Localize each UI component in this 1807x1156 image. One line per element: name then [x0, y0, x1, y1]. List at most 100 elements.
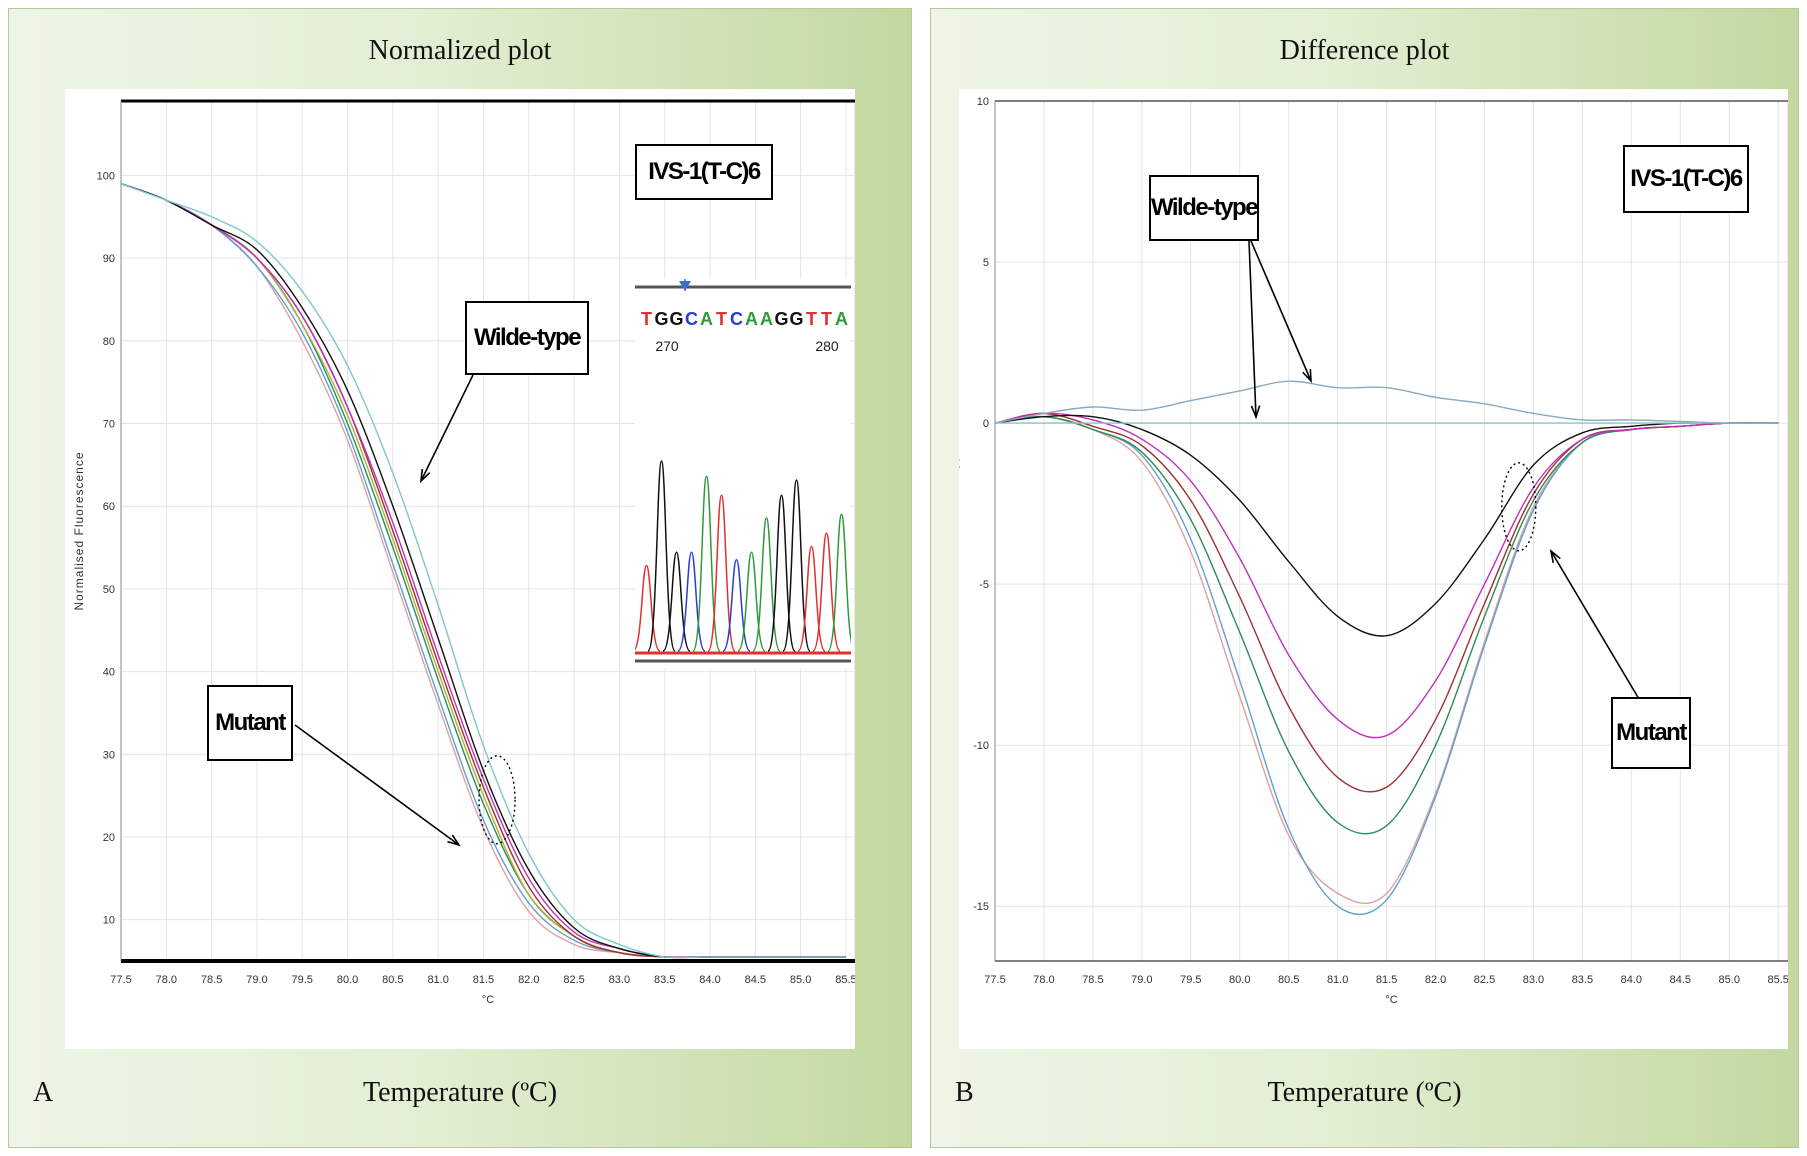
y-tick-label: -15	[973, 901, 989, 913]
trace-peak	[635, 564, 661, 652]
x-tick-label: 83.5	[654, 974, 675, 986]
sequence-base: G	[774, 309, 788, 329]
wild-type-arrow-2-head	[1302, 368, 1312, 384]
x-tick-label: 79.5	[292, 974, 313, 986]
wild-type-label: Wilde-type	[465, 301, 589, 375]
x-axis-unit: °C	[1385, 994, 1397, 1006]
x-tick-label: 78.0	[156, 974, 177, 986]
x-tick-label: 81.0	[427, 974, 448, 986]
x-tick-label: 80.0	[1229, 974, 1250, 986]
mutant-label: Mutant	[207, 685, 293, 761]
x-tick-label: 83.0	[1523, 974, 1544, 986]
sequence-position: 280	[815, 338, 839, 354]
sequence-base: C	[685, 309, 698, 329]
x-tick-label: 78.5	[201, 974, 222, 986]
panel-letter: A	[33, 1077, 54, 1108]
series-line	[994, 414, 1779, 637]
y-axis-title: Normalised minus Wildtype	[959, 446, 960, 616]
x-tick-label: 83.0	[609, 974, 630, 986]
sequence-position: 270	[655, 338, 679, 354]
x-tick-label: 81.0	[1327, 974, 1348, 986]
sequence-base: A	[700, 309, 713, 329]
y-tick-label: 30	[103, 749, 115, 761]
y-tick-label: 10	[977, 96, 989, 108]
x-tick-label: 80.5	[382, 974, 403, 986]
wild-type-arrow-1	[1248, 240, 1257, 418]
sequence-base: G	[669, 309, 683, 329]
y-tick-label: 80	[103, 336, 115, 348]
sequence-base: C	[730, 309, 743, 329]
x-tick-label: 84.5	[745, 974, 766, 986]
y-tick-label: 5	[983, 257, 989, 269]
y-tick-label: -10	[973, 740, 989, 752]
mutant-highlight-ellipse	[478, 755, 516, 845]
normalized-plot-area: 77.5 78.0 78.5 79.0 79.5 80.0 80.5 81.0 81.5 82.0…	[65, 89, 855, 1049]
x-tick-label: 78.5	[1082, 974, 1103, 986]
mutant-label: Mutant	[1611, 697, 1691, 769]
wild-type-arrow	[420, 374, 474, 482]
y-tick-label: 70	[103, 419, 115, 431]
x-tick-label: 84.0	[1621, 974, 1642, 986]
x-tick-label: 79.0	[1131, 974, 1152, 986]
x-tick-label: 85.0	[790, 974, 811, 986]
panel-title: Difference plot	[1279, 35, 1450, 66]
x-tick-label: 80.5	[1278, 974, 1299, 986]
plot-frame	[994, 100, 1788, 962]
trace-peak	[647, 460, 676, 652]
wild-type-arrow-1-head	[1250, 405, 1261, 420]
trace-peak	[677, 551, 706, 652]
x-axis-unit: °C	[482, 994, 494, 1006]
sequence-base: T	[806, 309, 817, 329]
sequence-base: G	[654, 309, 668, 329]
y-tick-label: 60	[103, 501, 115, 513]
x-tick-label: 79.5	[1180, 974, 1201, 986]
panel-letter: B	[955, 1077, 974, 1108]
y-tick-label: 10	[103, 915, 115, 927]
trace-peak	[782, 479, 811, 652]
mutant-highlight-ellipse	[1501, 462, 1537, 552]
x-tick-label: 85.5	[835, 974, 855, 986]
y-tick-label: 90	[103, 253, 115, 265]
x-tick-label: 82.5	[563, 974, 584, 986]
trace-peak	[707, 494, 736, 652]
panel-difference: Difference plot 77.5 78.0 78.5 79.0 79.5 80.0…	[930, 8, 1799, 1148]
sequence-base: A	[760, 309, 773, 329]
sequence-base: T	[716, 309, 727, 329]
x-tick-label: 81.5	[473, 974, 494, 986]
x-tick-label: 83.5	[1572, 974, 1593, 986]
sequence-base: A	[835, 309, 848, 329]
wild-type-arrow-2	[1250, 240, 1312, 382]
x-tick-label: 79.0	[246, 974, 267, 986]
series-line	[994, 380, 1779, 424]
sequence-chromatogram: T G G C A T C A A G G T T A 270 280	[635, 279, 851, 669]
sequence-base: T	[641, 309, 652, 329]
x-tick-label: 77.5	[984, 974, 1005, 986]
trace-peak	[692, 475, 721, 652]
mutant-arrow-head	[1549, 548, 1561, 563]
mutant-arrow	[1550, 550, 1640, 700]
x-tick-label: 85.0	[1719, 974, 1740, 986]
y-tick-label: 40	[103, 667, 115, 679]
mutation-label: IVS-1(T-C)6	[1623, 145, 1749, 213]
position-marker-head	[679, 281, 691, 291]
x-tick-label: 81.5	[1376, 974, 1397, 986]
sequence-base: A	[745, 309, 758, 329]
x-tick-label: 78.0	[1033, 974, 1054, 986]
wild-type-label: Wilde-type	[1149, 175, 1259, 241]
y-tick-label: 100	[97, 170, 115, 182]
x-tick-label: 82.5	[1474, 974, 1495, 986]
x-tick-label: 82.0	[518, 974, 539, 986]
y-tick-label: 50	[103, 584, 115, 596]
difference-plot-chart: 77.5 78.0 78.5 79.0 79.5 80.0 80.5 81.0 81.5 82.0…	[959, 96, 1788, 1006]
x-tick-label: 82.0	[1425, 974, 1446, 986]
series-line	[120, 183, 846, 959]
mutant-arrow-head	[447, 834, 461, 847]
x-tick-label: 85.5	[1767, 974, 1788, 986]
x-axis-title: Temperature (ºC)	[362, 1077, 558, 1108]
wild-type-arrow-head	[419, 468, 431, 484]
x-axis-title: Temperature (ºC)	[1267, 1077, 1462, 1108]
sequence-base: G	[789, 309, 803, 329]
difference-plot-area: 77.5 78.0 78.5 79.0 79.5 80.0 80.5 81.0 81.5 82.0…	[959, 89, 1788, 1049]
trace-peak	[827, 513, 851, 652]
